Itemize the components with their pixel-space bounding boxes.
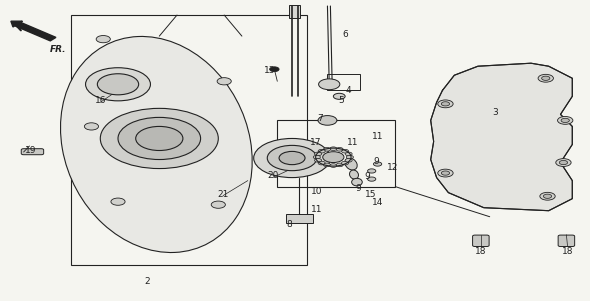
Circle shape (100, 108, 218, 169)
Circle shape (313, 155, 320, 159)
Circle shape (559, 160, 568, 165)
Bar (289, 5, 300, 18)
Circle shape (542, 76, 550, 80)
Text: 10: 10 (311, 187, 323, 196)
Circle shape (368, 177, 376, 181)
Text: FR.: FR. (50, 45, 67, 54)
Bar (71, 15, 307, 265)
Circle shape (342, 161, 349, 165)
Circle shape (345, 159, 352, 162)
Circle shape (368, 169, 376, 173)
Circle shape (438, 100, 453, 108)
Circle shape (211, 201, 225, 208)
Circle shape (438, 169, 453, 177)
Text: 11: 11 (372, 132, 384, 141)
Circle shape (319, 79, 340, 90)
Circle shape (96, 36, 110, 43)
Circle shape (330, 164, 337, 167)
Circle shape (323, 147, 330, 151)
Text: 18: 18 (562, 247, 573, 256)
Circle shape (136, 126, 183, 150)
Circle shape (543, 194, 552, 198)
Ellipse shape (352, 178, 362, 186)
Text: 13: 13 (264, 66, 276, 75)
FancyBboxPatch shape (558, 235, 575, 247)
Circle shape (558, 116, 573, 124)
Circle shape (267, 145, 317, 171)
Circle shape (111, 198, 125, 205)
Text: 6: 6 (342, 30, 348, 39)
FancyBboxPatch shape (21, 149, 44, 155)
Ellipse shape (345, 158, 357, 170)
Circle shape (217, 78, 231, 85)
Circle shape (97, 74, 139, 95)
Polygon shape (431, 63, 572, 211)
Circle shape (373, 162, 382, 166)
Circle shape (556, 159, 571, 166)
Circle shape (441, 102, 450, 106)
Text: 3: 3 (493, 108, 499, 117)
Circle shape (86, 68, 150, 101)
Text: 17: 17 (310, 138, 322, 147)
Text: 8: 8 (286, 220, 292, 229)
Text: 18: 18 (475, 247, 487, 256)
Circle shape (84, 123, 99, 130)
Circle shape (254, 138, 330, 178)
Text: 19: 19 (25, 146, 37, 155)
Text: 7: 7 (317, 114, 323, 123)
Circle shape (336, 147, 343, 151)
Text: 16: 16 (94, 96, 106, 105)
Text: 12: 12 (386, 163, 398, 172)
Text: 14: 14 (372, 198, 384, 207)
Circle shape (336, 163, 343, 167)
Circle shape (279, 151, 305, 165)
Bar (277, 120, 395, 187)
Circle shape (323, 152, 344, 163)
Circle shape (561, 118, 569, 123)
Text: 11: 11 (346, 138, 358, 147)
Ellipse shape (349, 170, 359, 179)
Circle shape (346, 155, 353, 159)
Circle shape (270, 67, 279, 72)
Circle shape (118, 117, 201, 160)
Circle shape (345, 152, 352, 156)
Text: 11: 11 (310, 205, 322, 214)
Text: 20: 20 (267, 171, 278, 180)
FancyArrow shape (11, 21, 56, 41)
Text: 9: 9 (355, 184, 361, 193)
Circle shape (318, 149, 325, 153)
Text: 2: 2 (145, 277, 150, 286)
Circle shape (330, 147, 337, 150)
Circle shape (441, 171, 450, 175)
Circle shape (538, 74, 553, 82)
Circle shape (342, 149, 349, 153)
Circle shape (314, 159, 322, 162)
Text: 9: 9 (373, 157, 379, 166)
Text: 21: 21 (217, 190, 229, 199)
Bar (286, 214, 313, 223)
FancyBboxPatch shape (473, 235, 489, 247)
Circle shape (540, 192, 555, 200)
Circle shape (323, 163, 330, 167)
Text: 15: 15 (365, 190, 377, 199)
Circle shape (318, 161, 325, 165)
Text: 4: 4 (345, 86, 351, 95)
Ellipse shape (61, 36, 252, 253)
Circle shape (318, 116, 337, 125)
Text: 5: 5 (338, 96, 344, 105)
Circle shape (314, 152, 322, 156)
Circle shape (333, 93, 345, 99)
Bar (327, 74, 360, 90)
Text: 9: 9 (364, 172, 370, 181)
